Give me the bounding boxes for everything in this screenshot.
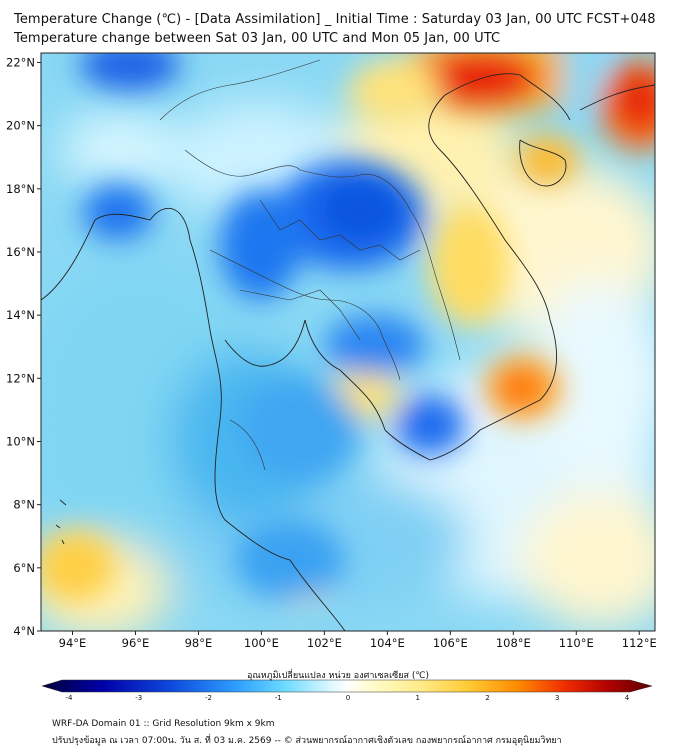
lon-label: 104°E [370,636,405,650]
lon-label: 110°E [559,636,594,650]
lon-label: 102°E [307,636,342,650]
lat-label: 16°N [6,245,35,259]
footer-model-info: WRF-DA Domain 01 :: Grid Resolution 9km … [52,719,275,729]
lat-label: 6°N [13,561,35,575]
lat-label: 12°N [6,371,35,385]
footer-credit: ปรับปรุงข้อมูล ณ เวลา 07:00น. วัน ส. ที่… [52,736,562,746]
lon-label: 100°E [244,636,279,650]
lon-label: 106°E [433,636,468,650]
plot-frame [40,52,656,632]
lat-label: 18°N [6,182,35,196]
colorbar-tick-label: 3 [555,694,559,702]
lon-label: 98°E [185,636,213,650]
temperature-field [41,53,655,631]
colorbar-tick-label: 0 [346,694,350,702]
lat-label: 8°N [13,498,35,512]
coastlines [41,73,655,631]
lat-label: 4°N [13,624,35,638]
lon-label: 94°E [59,636,87,650]
colorbar-title: อุณหภูมิเปลี่ยนแปลง หน่วย องศาเซลเซียส (… [246,671,430,681]
axis-ticks: 22°N 20°N 18°N 16°N 14°N 12°N 10°N 8°N 6°N 4°N 94°… [6,55,657,650]
colorbar-tick-label: 2 [485,694,489,702]
map-title-line2: Temperature change between Sat 03 Jan, 0… [14,31,501,46]
lat-label: 10°N [6,434,35,448]
lon-label: 112°E [622,636,657,650]
lat-label: 22°N [6,55,35,69]
map-title-line1: Temperature Change (℃) - [Data Assimilat… [14,12,656,27]
lon-label: 108°E [496,636,531,650]
colorbar-tick-label: 1 [416,694,420,702]
lon-label: 96°E [122,636,150,650]
colorbar-tick-label: -2 [205,694,212,702]
colorbar-tick-label: -1 [275,694,282,702]
lat-label: 20°N [6,119,35,133]
colorbar-tick-label: -4 [66,694,74,702]
colorbar-tick-label: 4 [625,694,630,702]
country-borders [159,59,461,471]
colorbar: -4 -3 -2 -1 0 1 2 3 4 [41,679,653,702]
colorbar-ticks: -4 -3 -2 -1 0 1 2 3 4 [66,694,630,702]
colorbar-tick-label: -3 [135,694,142,702]
lat-label: 14°N [6,308,35,322]
colorbar-bar [41,679,653,693]
